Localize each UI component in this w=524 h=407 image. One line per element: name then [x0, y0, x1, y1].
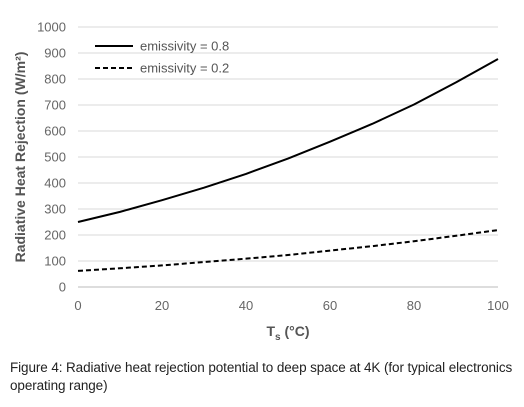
- x-tick-label-100: 100: [487, 298, 509, 313]
- x-axis-title-subscript: s: [275, 332, 281, 343]
- y-tick-label-300: 300: [44, 202, 66, 217]
- y-tick-labels: 0 100 200 300 400 500 600 700 800 900 1000: [37, 20, 66, 295]
- y-axis-title: Radiative Heat Rejection (W/m²): [12, 52, 28, 263]
- chart: 0 100 200 300 400 500 600 700 800 900 1000 0 20 40 60…: [12, 20, 509, 344]
- y-tick-label-600: 600: [44, 124, 66, 139]
- x-tick-label-60: 60: [323, 298, 337, 313]
- series-line-1: [77, 58, 499, 223]
- y-tick-label-700: 700: [44, 98, 66, 113]
- legend: emissivity = 0.8 emissivity = 0.2: [95, 39, 229, 76]
- x-axis-title-main: T: [266, 323, 275, 339]
- legend-label-1: emissivity = 0.8: [140, 39, 229, 54]
- x-axis-title: Ts (°C): [266, 323, 309, 343]
- y-tick-label-900: 900: [44, 46, 66, 61]
- series-lines: [77, 58, 499, 272]
- y-tick-label-0: 0: [59, 280, 66, 295]
- legend-label-2: emissivity = 0.2: [140, 61, 229, 76]
- gridlines: [78, 26, 498, 262]
- x-tick-label-40: 40: [239, 298, 253, 313]
- y-tick-label-100: 100: [44, 254, 66, 269]
- x-tick-labels: 0 20 40 60 80 100: [74, 298, 508, 313]
- x-axis-title-unit: (°C): [281, 323, 310, 339]
- y-tick-label-800: 800: [44, 72, 66, 87]
- x-tick-label-20: 20: [155, 298, 169, 313]
- series-line-2: [77, 229, 499, 272]
- x-tick-label-80: 80: [407, 298, 421, 313]
- x-tick-label-0: 0: [74, 298, 81, 313]
- y-tick-label-200: 200: [44, 228, 66, 243]
- y-tick-label-500: 500: [44, 150, 66, 165]
- y-tick-label-400: 400: [44, 176, 66, 191]
- figure-caption: Figure 4: Radiative heat rejection poten…: [10, 360, 513, 393]
- y-tick-label-1000: 1000: [37, 20, 66, 35]
